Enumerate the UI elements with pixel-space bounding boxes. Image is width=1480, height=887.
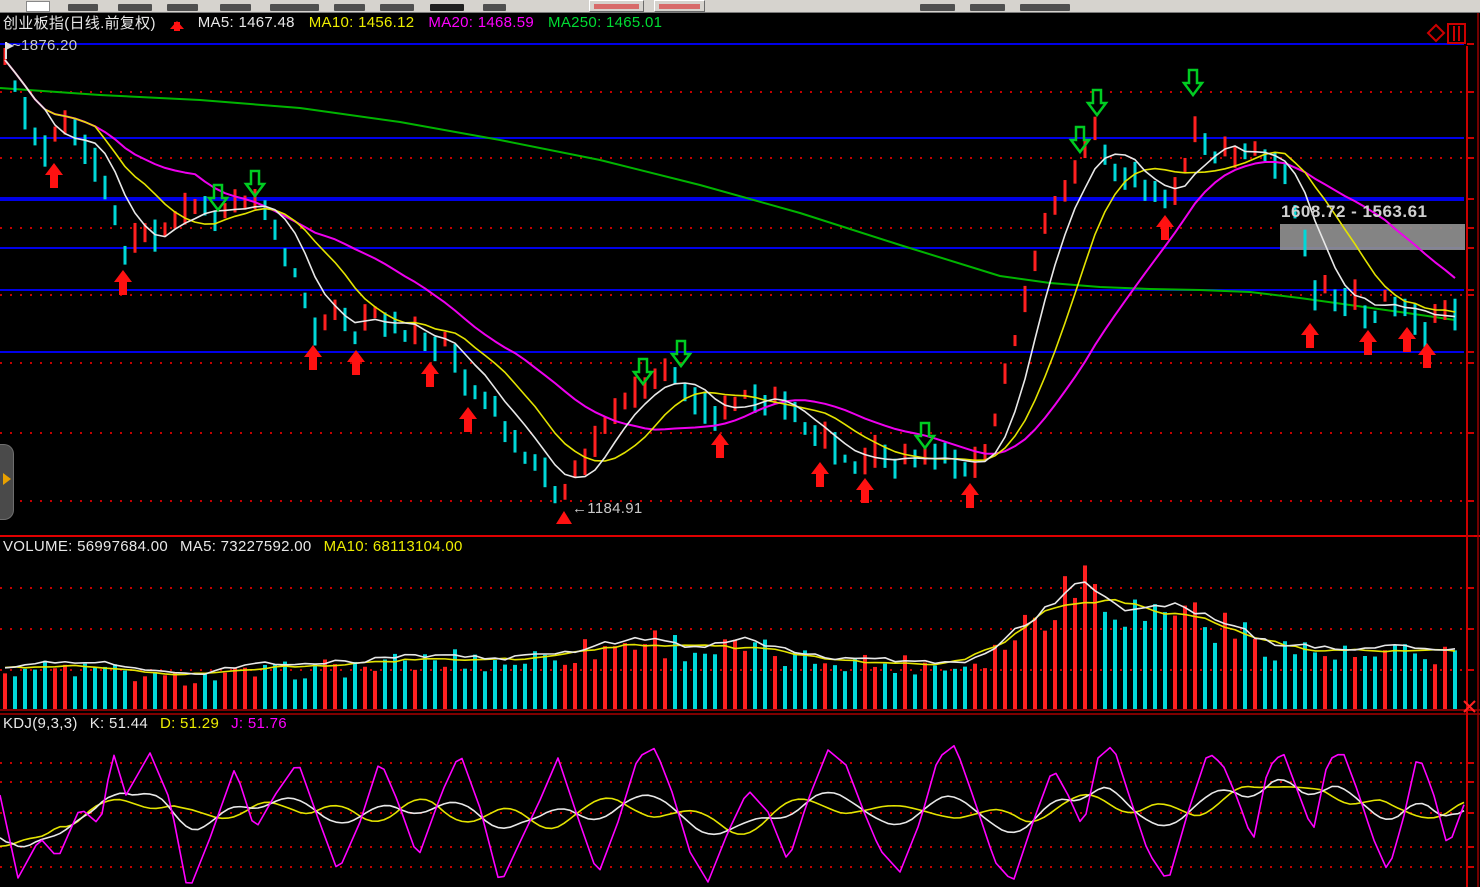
sell-signal-arrow — [1068, 125, 1092, 155]
high-price-label: ~1876.20 — [12, 37, 78, 54]
buy-signal-arrow — [114, 270, 132, 295]
price-range-tooltip: 1608.72 - 1563.61 — [1281, 202, 1428, 221]
buy-signal-arrow — [1418, 343, 1436, 368]
buy-signal-arrow — [711, 433, 729, 458]
kdj-name: KDJ(9,3,3) — [3, 715, 78, 732]
menu-item-fragment[interactable] — [970, 4, 1005, 11]
menu-input-box[interactable] — [26, 1, 50, 12]
red-text-fragment — [659, 4, 700, 9]
kdj-d: D: 51.29 — [159, 715, 220, 732]
menu-item-fragment[interactable] — [380, 4, 414, 11]
volume-ma10: MA10: 68113104.00 — [323, 538, 463, 555]
ma5-value: MA5: 1467.48 — [197, 14, 295, 31]
buy-signal-arrow — [45, 163, 63, 188]
kdj-j: J: 51.76 — [231, 715, 287, 732]
menu-item-fragment[interactable] — [483, 4, 506, 11]
sidebar-expand-handle[interactable] — [0, 444, 14, 520]
up-arrow-icon — [169, 14, 184, 31]
menu-bar[interactable] — [0, 0, 1480, 13]
menu-item-fragment[interactable] — [920, 4, 955, 11]
sell-signal-arrow — [1085, 88, 1109, 118]
buy-signal-arrow — [1359, 330, 1377, 355]
buy-signal-arrow — [459, 407, 477, 432]
menu-item-fragment[interactable] — [270, 4, 319, 11]
buy-signal-arrow — [811, 462, 829, 487]
ma250-value: MA250: 1465.01 — [548, 14, 663, 31]
menu-item-fragment[interactable] — [167, 4, 198, 11]
buy-signal-arrow — [856, 478, 874, 503]
menu-button-red-2[interactable] — [654, 0, 705, 12]
buy-signal-arrow — [1301, 323, 1319, 348]
menu-item-fragment[interactable] — [1020, 4, 1070, 11]
buy-signal-arrow — [347, 350, 365, 375]
menu-item-fragment[interactable] — [430, 4, 464, 11]
sell-signal-arrow — [913, 421, 937, 451]
buy-signal-arrow — [421, 362, 439, 387]
sell-signal-arrow — [631, 357, 655, 387]
menu-item-fragment[interactable] — [68, 4, 98, 11]
ma20-value: MA20: 1468.59 — [428, 14, 535, 31]
sell-signal-arrow — [243, 169, 267, 199]
red-text-fragment — [594, 4, 639, 9]
high-marker-flag — [6, 42, 14, 50]
kdj-header: KDJ(9,3,3) K: 51.44 D: 51.29 J: 51.76 — [3, 715, 287, 732]
kdj-k: K: 51.44 — [89, 715, 148, 732]
grid-window-icon — [1447, 23, 1466, 44]
menu-item-fragment[interactable] — [118, 4, 152, 11]
menu-item-fragment[interactable] — [220, 4, 251, 11]
volume-ma5: MA5: 73227592.00 — [179, 538, 312, 555]
chart-title: 创业板指(日线.前复权) — [3, 15, 156, 32]
volume-value: VOLUME: 56997684.00 — [3, 538, 168, 555]
buy-signal-arrow — [961, 483, 979, 508]
ma10-value: MA10: 1456.12 — [308, 14, 415, 31]
buy-signal-arrow — [1156, 215, 1174, 240]
volume-header: VOLUME: 56997684.00 MA5: 73227592.00 MA1… — [3, 538, 463, 555]
buy-signal-arrow — [1398, 327, 1416, 352]
main-chart-header: 创业板指(日线.前复权) MA5: 1467.48 MA10: 1456.12 … — [3, 12, 662, 33]
low-price-label: ←1184.91 — [572, 500, 643, 517]
sell-signal-arrow — [669, 339, 693, 369]
menu-button-red-1[interactable] — [589, 0, 644, 12]
low-marker-triangle — [556, 511, 572, 524]
sell-signal-arrow — [1181, 68, 1205, 98]
buy-signal-arrow — [304, 345, 322, 370]
menu-item-fragment[interactable] — [334, 4, 365, 11]
diamond-icon — [1426, 23, 1446, 43]
sell-signal-arrow — [206, 183, 230, 213]
